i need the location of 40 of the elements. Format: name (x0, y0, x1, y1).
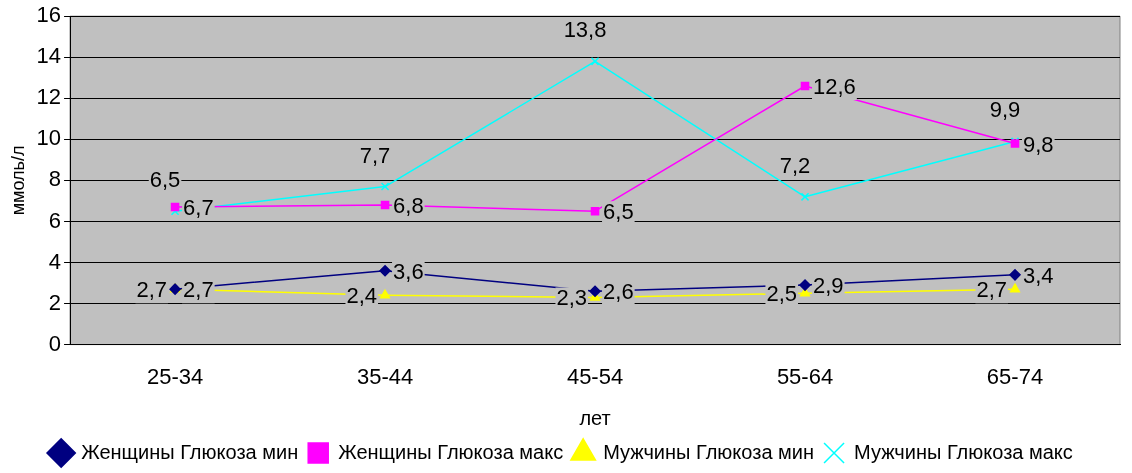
y-tick-label: 0 (48, 330, 62, 356)
data-label: 9,9 (989, 97, 1021, 123)
data-label: 2,4 (346, 283, 378, 309)
data-label: 6,8 (393, 193, 424, 219)
data-label: 13,8 (563, 17, 607, 43)
y-tick-label: 12 (36, 84, 62, 110)
data-label: 2,6 (603, 279, 634, 305)
data-label: 3,6 (393, 258, 424, 284)
data-label: 2,7 (136, 277, 168, 303)
data-label: 6,7 (183, 195, 214, 221)
data-label: 7,7 (359, 142, 391, 168)
y-tick-label: 4 (48, 248, 62, 274)
y-tick-label: 2 (48, 289, 62, 315)
legend-label: Женщины Глюкоза макс (338, 440, 564, 463)
data-label: 12,6 (813, 74, 856, 100)
x-tick-label: 55-64 (776, 363, 834, 389)
data-label: 2,3 (556, 285, 588, 311)
data-label: 6,5 (149, 167, 181, 193)
y-tick-label: 14 (36, 43, 62, 69)
x-tick-label: 35-44 (356, 363, 414, 389)
legend-label: Мужчины Глюкоза мин (603, 440, 815, 463)
y-tick-label: 8 (48, 166, 62, 192)
legend-label: Женщины Глюкоза мин (81, 440, 299, 463)
x-tick-label: 25-34 (146, 363, 204, 389)
data-label: 7,2 (779, 152, 811, 178)
data-label: 2,5 (766, 281, 798, 307)
data-label: 3,4 (1023, 262, 1054, 288)
y-tick-label: 16 (36, 2, 62, 28)
data-label: 9,8 (1023, 131, 1054, 157)
legend-label: Мужчины Глюкоза макс (854, 440, 1073, 463)
data-label: 2,7 (976, 277, 1008, 303)
x-tick-label: 45-54 (566, 363, 624, 389)
x-axis-title: лет (579, 406, 611, 429)
x-tick-label: 65-74 (986, 363, 1044, 389)
y-axis-title: ммоль/л (7, 145, 28, 216)
y-tick-label: 10 (36, 125, 62, 151)
data-label: 2,9 (813, 273, 844, 299)
data-label: 6,5 (603, 199, 634, 225)
data-label: 2,7 (183, 277, 214, 303)
y-tick-label: 6 (48, 207, 62, 233)
